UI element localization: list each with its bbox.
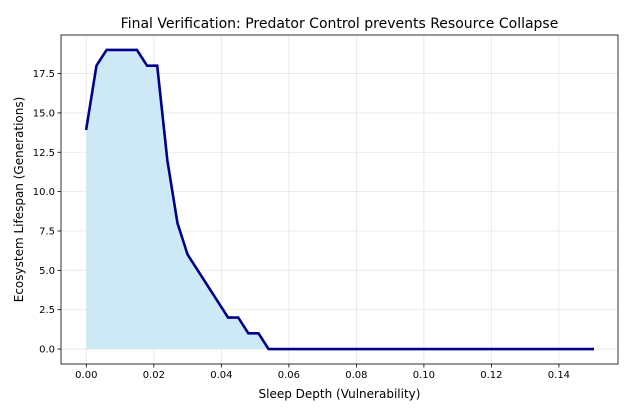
y-tick-label: 5.0	[39, 266, 55, 277]
x-tick-label: 0.10	[413, 370, 435, 381]
x-tick-label: 0.14	[548, 370, 570, 381]
plot-frame	[60, 34, 619, 365]
x-axis-title: Sleep Depth (Vulnerability)	[259, 387, 421, 401]
chart-title: Final Verification: Predator Control pre…	[121, 16, 559, 32]
x-tick-label: 0.04	[210, 370, 232, 381]
x-tick-label: 0.00	[75, 370, 97, 381]
ticks: 0.00 0.02 0.04 0.06 0.08 0.10 0.12 0.14 0.0 2.5 5.…	[33, 69, 570, 381]
x-tick-label: 0.08	[345, 370, 367, 381]
y-tick-label: 15.0	[33, 108, 55, 119]
x-tick-label: 0.06	[278, 370, 300, 381]
y-tick-label: 2.5	[39, 305, 55, 316]
y-tick-label: 7.5	[39, 226, 55, 237]
y-tick-label: 10.0	[33, 187, 55, 198]
y-tick-label: 0.0	[39, 345, 55, 356]
x-tick-label: 0.02	[143, 370, 165, 381]
series-layer	[84, 48, 594, 351]
x-tick-label: 0.12	[480, 370, 502, 381]
y-axis-title: Ecosystem Lifespan (Generations)	[12, 97, 26, 303]
y-tick-label: 17.5	[33, 69, 55, 80]
y-tick-label: 12.5	[33, 148, 55, 159]
series-area-fill	[86, 49, 593, 350]
series-line	[84, 48, 594, 351]
